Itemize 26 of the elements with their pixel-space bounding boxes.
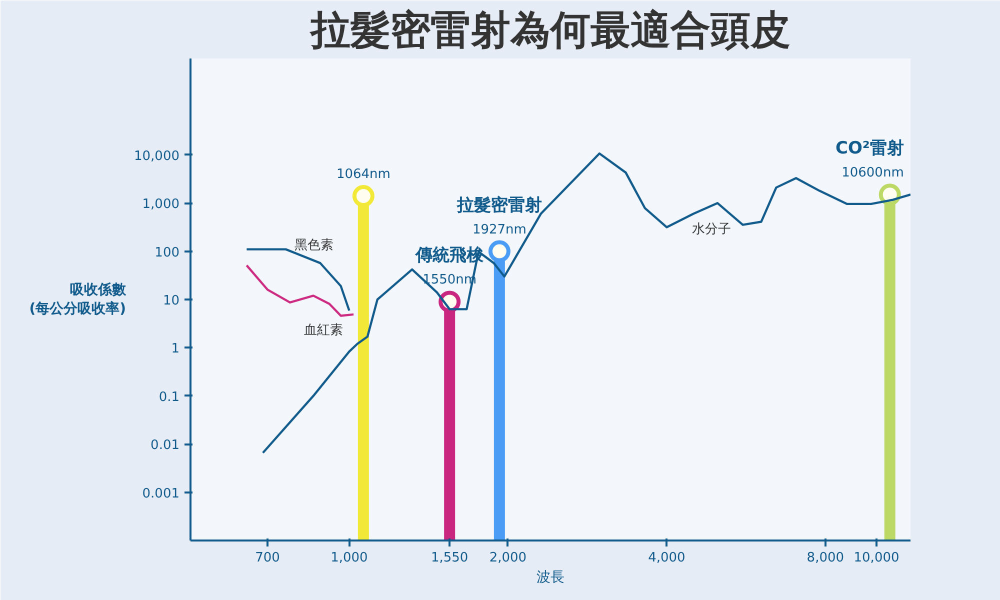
series-label: 血紅素 (304, 322, 343, 338)
y-tick-label: 10,000 (134, 148, 180, 164)
x-tick-label: 10,000 (854, 550, 900, 566)
x-tick-label: 4,000 (648, 550, 686, 566)
y-axis-title: 吸收係數 (每公分吸收率) (29, 282, 128, 318)
annotation: 拉髮密雷射 (456, 195, 542, 216)
series-label: 水分子 (692, 222, 731, 238)
series-label: 黑色素 (294, 238, 334, 254)
x-tick-label: 1,550 (430, 550, 468, 566)
x-axis-title: 波長 (536, 570, 564, 586)
y-tick-label: 0.1 (158, 390, 180, 405)
x-tick-label: 8,000 (806, 550, 844, 566)
y-tick-label: 100 (154, 245, 180, 260)
y-tick-label: 1 (171, 342, 180, 357)
chart-title: 拉髮密雷射為何最適合頭皮 (308, 8, 790, 54)
annotation: CO²雷射 (835, 138, 904, 159)
x-tick-label: 1,000 (330, 550, 368, 566)
y-tick-label: 1,000 (142, 197, 180, 212)
y-tick-label: 0.01 (150, 438, 180, 454)
x-tick-label: 2,000 (489, 550, 527, 566)
annotation: 1927nm (472, 222, 526, 238)
x-tick-label: 700 (255, 550, 280, 566)
y-tick-label: 10 (162, 294, 180, 308)
y-tick-label: 0.001 (142, 486, 180, 502)
annotation: 1064nm (336, 167, 390, 182)
annotation: 10600nm (842, 166, 904, 181)
